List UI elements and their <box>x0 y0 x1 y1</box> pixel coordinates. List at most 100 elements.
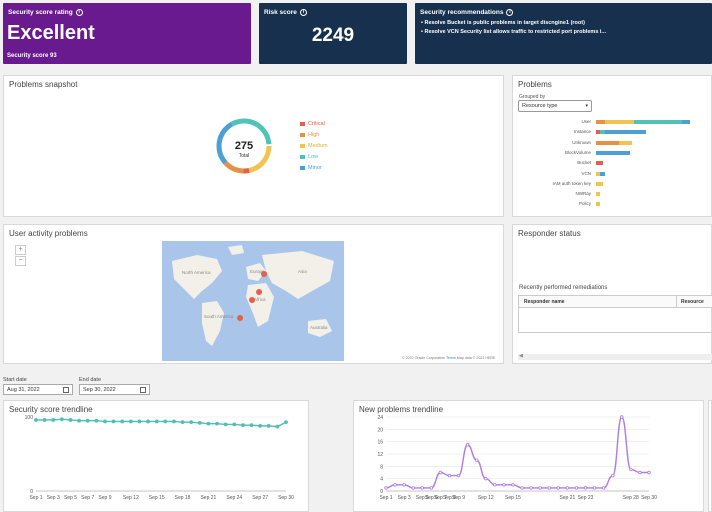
data-point[interactable] <box>611 473 615 478</box>
data-point[interactable] <box>146 419 150 424</box>
data-point[interactable] <box>547 486 551 490</box>
map-pin-icon[interactable] <box>256 289 263 301</box>
end-date-input[interactable]: Sep 30, 2022 <box>79 384 150 395</box>
problems-bar-segment[interactable] <box>605 120 634 124</box>
donut-segment-minor[interactable] <box>216 118 272 174</box>
data-point[interactable] <box>420 486 424 490</box>
data-point[interactable] <box>538 486 542 490</box>
problems-bar-segment[interactable] <box>596 202 600 207</box>
problems-bar-segment[interactable] <box>599 130 605 135</box>
data-point[interactable] <box>465 443 470 447</box>
data-point[interactable] <box>249 423 254 428</box>
data-point[interactable] <box>128 419 133 424</box>
problems-bar-segment[interactable] <box>596 192 600 197</box>
data-point[interactable] <box>240 423 245 428</box>
data-point[interactable] <box>438 470 443 475</box>
data-point[interactable] <box>180 420 185 425</box>
data-point[interactable] <box>638 470 642 475</box>
data-point[interactable] <box>493 483 497 487</box>
data-point[interactable] <box>172 419 176 424</box>
map-pin-icon[interactable] <box>261 271 268 283</box>
data-point[interactable] <box>275 424 280 429</box>
data-point[interactable] <box>42 418 47 422</box>
legend-minor[interactable]: Minor <box>300 165 322 171</box>
group-select[interactable]: Resource type ▾ <box>518 100 592 112</box>
problems-bar-segment[interactable] <box>596 130 600 135</box>
data-point[interactable] <box>59 417 64 422</box>
data-point[interactable] <box>284 420 288 425</box>
data-point[interactable] <box>85 418 90 423</box>
data-point[interactable] <box>411 486 415 490</box>
data-point[interactable] <box>456 473 461 478</box>
data-point[interactable] <box>384 486 388 490</box>
legend-critical[interactable]: Critical <box>300 121 325 127</box>
problems-bar-segment[interactable] <box>596 120 605 124</box>
data-point[interactable] <box>556 486 561 490</box>
problems-bar-segment[interactable] <box>633 120 683 124</box>
map-pin-icon[interactable] <box>237 315 244 327</box>
data-point[interactable] <box>583 486 588 490</box>
data-point[interactable] <box>629 467 633 472</box>
data-point[interactable] <box>429 486 434 490</box>
data-point[interactable] <box>94 418 99 423</box>
data-point[interactable] <box>223 422 228 427</box>
data-point[interactable] <box>474 458 479 462</box>
data-point[interactable] <box>520 486 524 490</box>
data-point[interactable] <box>574 486 579 490</box>
data-point[interactable] <box>592 486 597 490</box>
recommendation-item[interactable]: • Resolve Bucket is public problems in t… <box>421 20 585 26</box>
info-icon[interactable]: i <box>506 9 514 16</box>
problems-bar-segment[interactable] <box>599 171 605 176</box>
data-point[interactable] <box>77 418 82 423</box>
info-icon[interactable]: i <box>299 9 307 16</box>
world-map[interactable]: North America South America Europe Afric… <box>162 241 344 361</box>
data-point[interactable] <box>51 418 56 422</box>
data-point[interactable] <box>215 421 219 426</box>
problems-bar-segment[interactable] <box>596 181 604 186</box>
map-pin-icon[interactable] <box>249 297 256 309</box>
problems-bar-segment[interactable] <box>596 150 631 155</box>
scroll-left-icon[interactable]: ◀ <box>519 353 523 359</box>
zoom-out-button[interactable]: − <box>15 256 26 266</box>
data-point[interactable] <box>266 423 271 428</box>
calendar-icon[interactable] <box>63 387 69 393</box>
data-point[interactable] <box>189 420 194 425</box>
legend-high[interactable]: High <box>300 132 319 138</box>
problems-bar-segment[interactable] <box>682 120 690 124</box>
security-trend-chart[interactable]: 0 100 Sep 1 Sep 3 Sep 5 Sep 7 Sep 9 Sep 12 Sep 1… <box>4 411 310 511</box>
legend-medium[interactable]: Medium <box>300 143 328 149</box>
data-point[interactable] <box>232 422 237 427</box>
data-point[interactable] <box>601 486 606 490</box>
recommendation-item[interactable]: • Resolve VCN Security list allows traff… <box>421 29 607 35</box>
data-point[interactable] <box>111 419 116 424</box>
problems-bar-segment[interactable] <box>605 130 647 135</box>
donut-segment-critical[interactable] <box>216 118 272 174</box>
data-point[interactable] <box>402 483 406 487</box>
data-point[interactable] <box>529 486 533 490</box>
data-point[interactable] <box>447 473 452 478</box>
problems-bar-segment[interactable] <box>596 171 600 176</box>
data-point[interactable] <box>120 419 125 424</box>
problems-bar-segment[interactable] <box>596 140 620 145</box>
data-point[interactable] <box>502 483 506 487</box>
data-point[interactable] <box>154 419 159 424</box>
calendar-icon[interactable] <box>140 387 146 393</box>
problems-bar-segment[interactable] <box>619 140 632 145</box>
problems-bar-segment[interactable] <box>596 161 604 166</box>
start-date-input[interactable]: Aug 31, 2022 <box>3 384 73 395</box>
data-point[interactable] <box>620 415 624 419</box>
data-point[interactable] <box>565 486 570 490</box>
data-point[interactable] <box>68 418 73 422</box>
data-point[interactable] <box>258 423 263 428</box>
data-point[interactable] <box>393 483 397 487</box>
data-point[interactable] <box>103 419 107 424</box>
info-icon[interactable]: i <box>75 9 83 16</box>
column-header-responder[interactable]: Responder name <box>524 299 565 305</box>
terms-link[interactable]: Terms <box>445 356 456 360</box>
data-point[interactable] <box>197 421 202 425</box>
donut-chart[interactable] <box>214 116 274 176</box>
legend-low[interactable]: Low <box>300 154 318 160</box>
data-point[interactable] <box>647 470 651 475</box>
donut-segment-medium[interactable] <box>216 118 272 174</box>
